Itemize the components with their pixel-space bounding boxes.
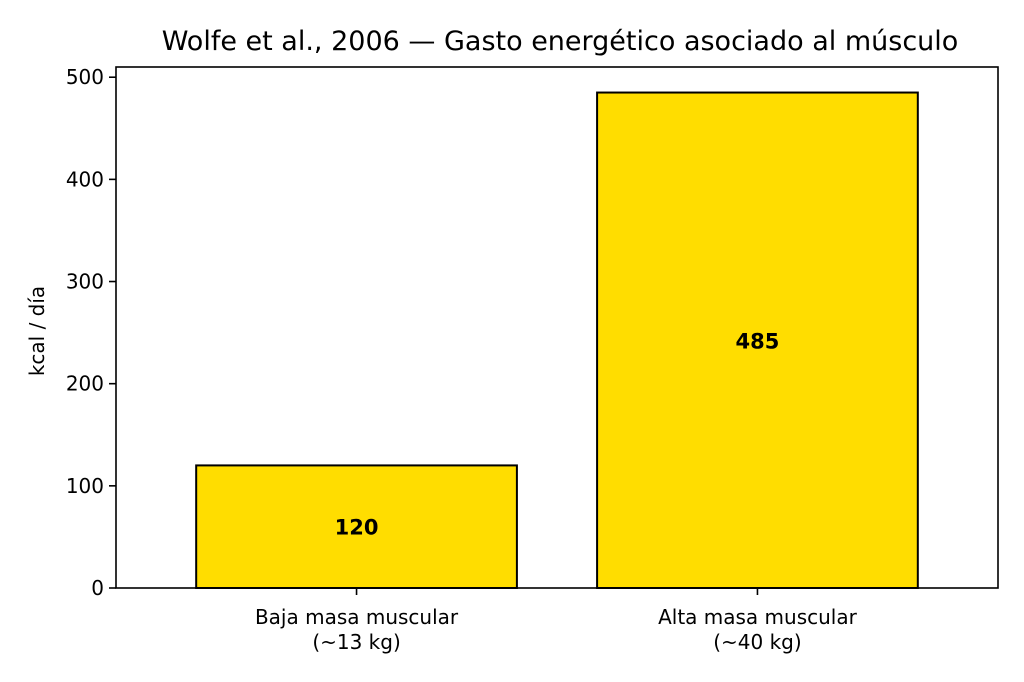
bar bbox=[596, 91, 919, 589]
y-tick-label: 400 bbox=[66, 167, 104, 191]
axes-frame bbox=[115, 66, 999, 589]
chart-title: Wolfe et al., 2006 — Gasto energético as… bbox=[162, 26, 959, 57]
plot-area: 120 485 0 100 200 300 400 500 Baja masa muscular… bbox=[66, 65, 999, 654]
y-tick-label: 300 bbox=[66, 270, 104, 294]
y-tick-label: 0 bbox=[91, 576, 104, 600]
y-tick-label: 200 bbox=[66, 372, 104, 396]
y-tick-label: 500 bbox=[66, 65, 104, 89]
y-axis-label: kcal / día bbox=[25, 286, 49, 376]
x-tick-label: Baja masa muscular (~13 kg) bbox=[255, 605, 459, 654]
data-label: 120 bbox=[335, 516, 379, 540]
data-label: 485 bbox=[736, 329, 780, 353]
y-tick-label: 100 bbox=[66, 474, 104, 498]
bar bbox=[195, 464, 518, 590]
x-tick-label: Alta masa muscular (~40 kg) bbox=[658, 605, 858, 654]
